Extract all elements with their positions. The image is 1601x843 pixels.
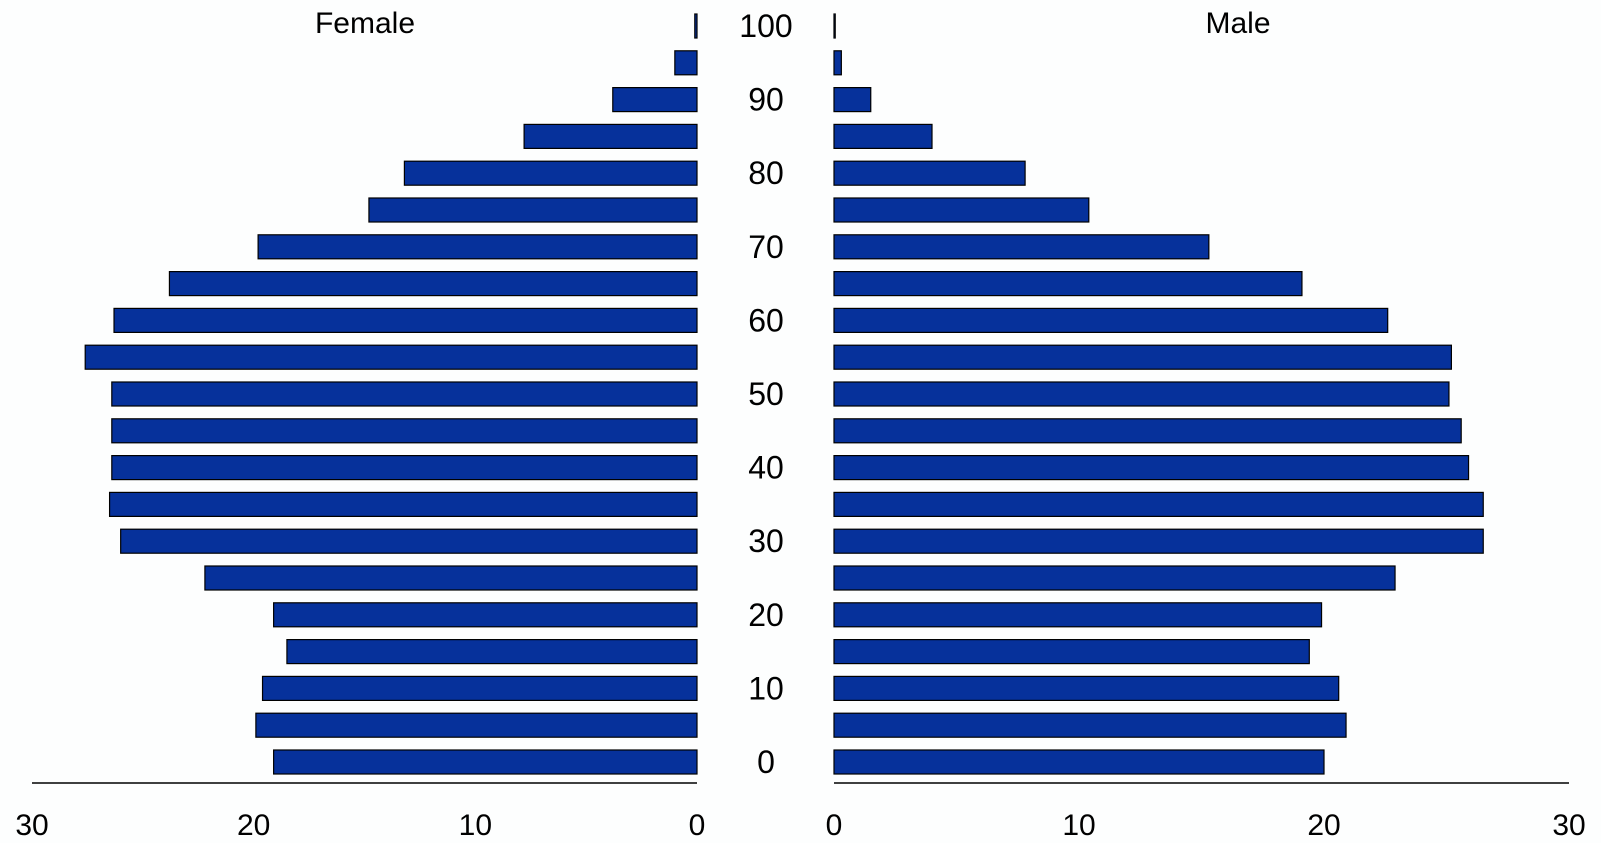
male-value-tick: 0 [826,809,843,842]
male-bar-age-60-64 [834,308,1388,332]
male-bar-age-75-79 [834,198,1089,222]
male-value-tick: 20 [1307,809,1340,842]
male-bar-age-50-54 [834,382,1449,406]
female-bar-age-15-19 [287,640,697,664]
age-tick-label: 70 [748,229,784,265]
male-value-tick: 30 [1552,809,1585,842]
age-tick-label: 20 [748,597,784,633]
male-bar-age-85-89 [834,124,932,148]
female-bar-age-40-44 [112,456,697,480]
female-bar-age-50-54 [112,382,697,406]
female-bar-age-55-59 [85,345,697,369]
female-value-tick-labels: 30 20 10 0 [15,809,705,842]
age-tick-label: 100 [739,8,792,44]
male-bar-age-70-74 [834,235,1209,259]
male-bar-age-0-4 [834,750,1324,774]
female-bar-age-25-29 [205,566,697,590]
female-bar-age-60-64 [114,308,697,332]
male-bar-age-30-34 [834,529,1483,553]
male-bar-age-5-9 [834,713,1346,737]
female-panel-title: Female [315,7,415,40]
female-bar-age-35-39 [110,492,697,516]
age-axis-labels: 0 10 20 30 40 50 60 70 80 90 100 [739,8,792,780]
male-bars-group [834,14,1483,774]
female-bar-age-5-9 [256,713,697,737]
female-bar-age-90-94 [613,88,697,112]
male-value-tick-labels: 0 10 20 30 [826,809,1586,842]
age-tick-label: 40 [748,450,784,486]
male-bar-age-40-44 [834,456,1469,480]
male-bar-age-20-24 [834,603,1322,627]
age-tick-label: 80 [748,155,784,191]
female-bar-age-45-49 [112,419,697,443]
male-value-tick: 10 [1062,809,1095,842]
age-tick-label: 90 [748,82,784,118]
female-bar-age-30-34 [121,529,697,553]
male-bar-age-65-69 [834,272,1302,296]
female-value-tick: 10 [459,809,492,842]
female-value-tick: 30 [15,809,48,842]
female-value-tick: 0 [689,809,706,842]
female-value-tick: 20 [237,809,270,842]
male-bar-age-100+ [834,14,835,38]
age-tick-label: 10 [748,670,784,706]
male-panel-title: Male [1205,7,1270,40]
age-tick-label: 60 [748,302,784,338]
male-bar-age-55-59 [834,345,1451,369]
female-bar-age-75-79 [369,198,697,222]
age-tick-label: 0 [757,744,775,780]
female-bar-age-95-99 [675,51,697,75]
female-bar-age-80-84 [404,161,697,185]
male-bar-age-25-29 [834,566,1395,590]
female-bar-age-100+ [695,14,697,38]
female-bar-age-20-24 [274,603,697,627]
female-bar-age-85-89 [524,124,697,148]
female-bar-age-0-4 [274,750,697,774]
female-bars-group [85,14,697,774]
male-bar-age-10-14 [834,676,1339,700]
female-bar-age-70-74 [258,235,697,259]
male-bar-age-90-94 [834,88,871,112]
male-bar-age-15-19 [834,640,1309,664]
male-bar-age-45-49 [834,419,1461,443]
male-bar-age-95-99 [834,51,841,75]
female-bar-age-65-69 [169,272,697,296]
age-tick-label: 30 [748,523,784,559]
male-bar-age-35-39 [834,492,1483,516]
age-tick-label: 50 [748,376,784,412]
female-bar-age-10-14 [263,676,697,700]
male-bar-age-80-84 [834,161,1025,185]
